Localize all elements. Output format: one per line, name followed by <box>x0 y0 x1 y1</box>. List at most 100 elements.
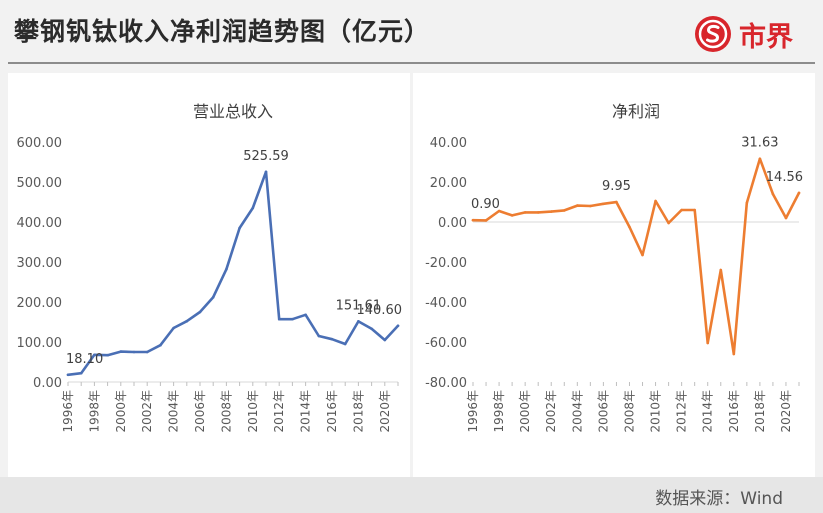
data-point <box>628 225 631 229</box>
data-point <box>238 226 241 230</box>
data-point <box>510 214 514 217</box>
x-tick-label: 2004年 <box>167 390 181 433</box>
data-point <box>106 353 109 357</box>
data-point <box>771 192 775 196</box>
data-point <box>615 200 618 204</box>
x-tick-label: 2004年 <box>570 390 584 433</box>
data-point <box>79 371 83 375</box>
data-source: 数据来源：Wind <box>655 489 783 509</box>
data-point <box>304 313 307 317</box>
data-point <box>667 221 670 225</box>
data-label: 31.63 <box>741 136 778 151</box>
x-tick-label: 2018年 <box>753 390 767 433</box>
data-point <box>562 209 566 212</box>
data-point <box>119 350 123 353</box>
x-tick-label: 2000年 <box>114 390 128 433</box>
data-point <box>641 253 644 257</box>
data-point <box>277 317 281 321</box>
revenue-chart: 营业总收入 0.00 100.00 200.00 300.00 400.00 500.00 6… <box>17 102 403 433</box>
data-point <box>497 209 501 213</box>
y-tick-label: -40.00 <box>425 296 467 311</box>
y-tick-label: 0.00 <box>438 216 467 231</box>
y-tick-label: -20.00 <box>425 256 467 271</box>
data-point <box>370 327 373 331</box>
x-tick-label: 2012年 <box>272 390 286 433</box>
data-point <box>484 219 488 222</box>
chart-title: 营业总收入 <box>193 102 273 121</box>
x-tick-label: 2008年 <box>219 390 233 433</box>
x-tick-label: 1998年 <box>492 390 506 433</box>
brand-name: 市界 <box>739 21 793 53</box>
x-tick-label: 2016年 <box>325 390 339 433</box>
header: 攀钢钒钛收入净利润趋势图（亿元） 市界 <box>0 0 823 62</box>
data-label: 151.61 <box>336 298 382 313</box>
data-point <box>93 353 96 357</box>
y-tick-label: 40.00 <box>430 136 467 151</box>
header-divider <box>8 62 815 64</box>
x-tick-label: 2014年 <box>701 390 715 433</box>
series-line <box>471 157 801 356</box>
y-tick-label: 300.00 <box>17 256 63 271</box>
y-tick-label: 400.00 <box>17 216 63 231</box>
data-point <box>264 170 268 174</box>
data-point <box>291 317 294 321</box>
x-tick-label: 2000年 <box>518 390 532 433</box>
data-point <box>758 157 762 161</box>
footer: 数据来源：Wind <box>0 477 823 513</box>
brand-logo-icon <box>695 16 731 52</box>
data-label: 14.56 <box>766 170 803 185</box>
x-tick-label: 1998年 <box>87 390 101 433</box>
data-point <box>745 201 749 205</box>
data-point <box>343 342 347 346</box>
data-point <box>576 204 579 207</box>
data-point <box>132 350 136 354</box>
data-label: 9.95 <box>602 179 631 194</box>
data-point <box>185 319 189 323</box>
data-point <box>317 334 321 338</box>
data-point <box>251 206 255 210</box>
data-point <box>145 350 149 354</box>
data-point <box>549 210 553 213</box>
x-tick-label: 2010年 <box>649 390 663 433</box>
data-point <box>471 218 475 222</box>
x-tick-label: 2002年 <box>140 390 154 433</box>
data-point <box>383 338 387 342</box>
revenue-chart-panel: 营业总收入 0.00 100.00 200.00 300.00 400.00 500.00 6… <box>8 73 410 477</box>
x-tick-label: 2014年 <box>299 390 313 433</box>
data-point <box>330 337 334 341</box>
y-tick-label: -80.00 <box>425 376 467 391</box>
data-point <box>159 343 162 347</box>
data-point <box>797 191 801 195</box>
x-tick-label: 2008年 <box>622 390 636 433</box>
data-point <box>172 326 175 330</box>
x-tick-label: 2020年 <box>779 390 793 433</box>
x-tick-label: 2018年 <box>351 390 365 433</box>
x-tick-label: 2006年 <box>596 390 610 433</box>
data-point <box>211 295 215 299</box>
x-tick-label: 2002年 <box>544 390 558 433</box>
data-label: 140.60 <box>357 303 403 318</box>
y-tick-label: -60.00 <box>425 336 467 351</box>
x-tick-label: 2012年 <box>675 390 689 433</box>
data-point <box>225 267 228 271</box>
data-point <box>706 341 710 345</box>
data-point <box>536 211 540 214</box>
series-line <box>66 170 400 377</box>
page-title: 攀钢钒钛收入净利润趋势图（亿元） <box>14 17 431 46</box>
chart-title: 净利润 <box>612 102 660 121</box>
data-point <box>589 204 592 208</box>
x-tick-label: 1996年 <box>466 390 480 433</box>
brand-logo: 市界 <box>695 14 793 54</box>
data-point <box>680 208 683 212</box>
data-label: 525.59 <box>243 149 289 164</box>
data-point <box>784 216 788 220</box>
data-point <box>396 324 400 328</box>
y-tick-label: 200.00 <box>17 296 63 311</box>
data-point <box>66 373 70 377</box>
y-tick-label: 0.00 <box>33 376 62 391</box>
x-tick-label: 2016年 <box>727 390 741 433</box>
y-tick-label: 20.00 <box>430 176 467 191</box>
net-profit-chart-panel: 净利润 -80.00 -60.00 -40.00 -20.00 0.00 20.00 40.0… <box>413 73 815 477</box>
data-point <box>654 199 657 203</box>
net-profit-chart: 净利润 -80.00 -60.00 -40.00 -20.00 0.00 20.00 40.0… <box>425 102 803 433</box>
